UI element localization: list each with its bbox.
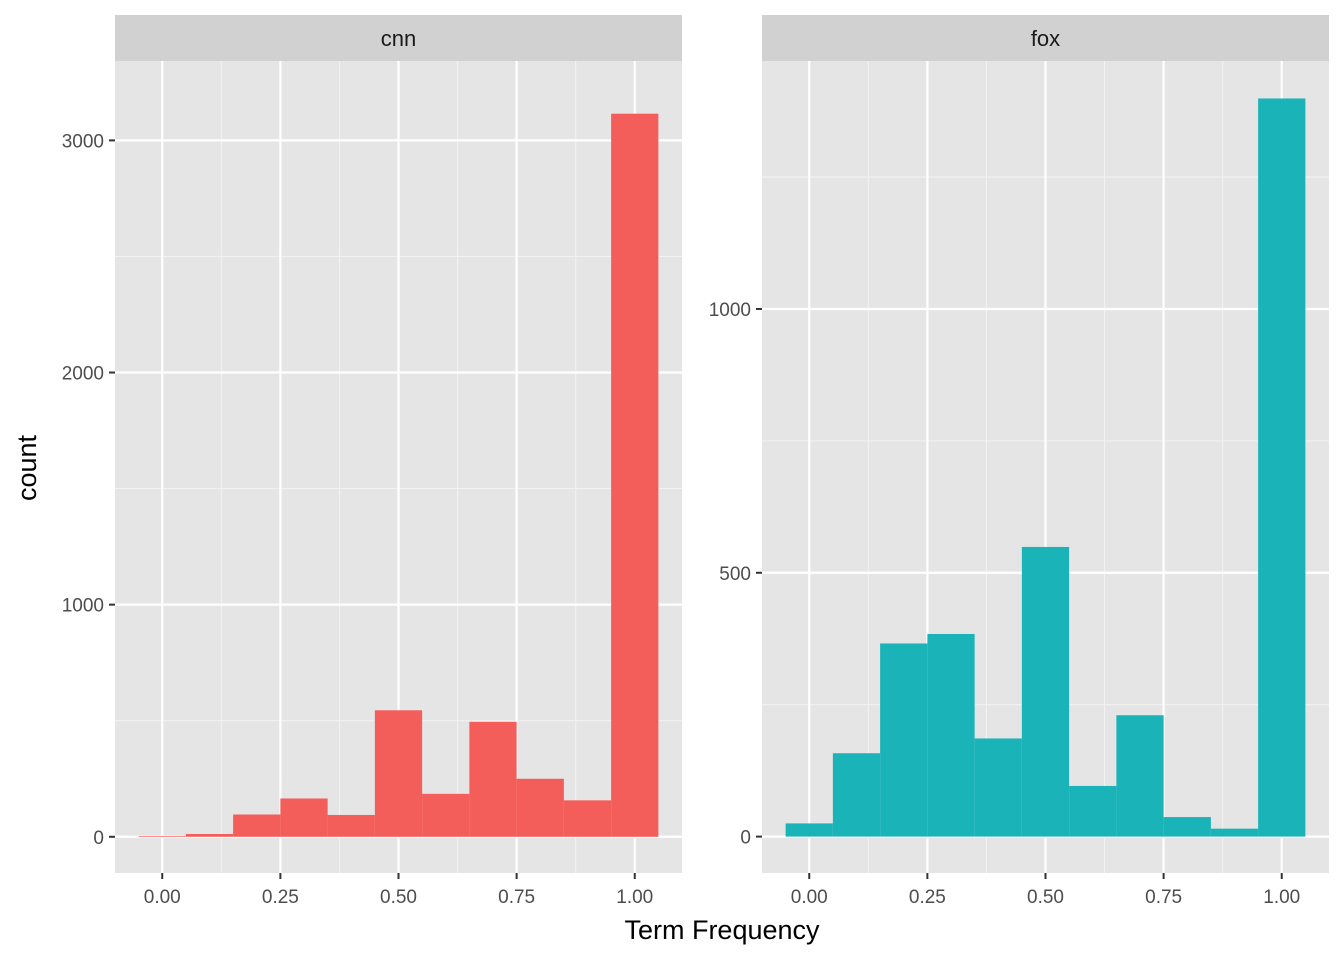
y-tick-label: 500 bbox=[719, 564, 751, 585]
histogram-bar bbox=[374, 710, 423, 837]
histogram-bar bbox=[832, 753, 881, 837]
x-tick-label: 0.50 bbox=[380, 887, 417, 908]
x-tick-label: 1.00 bbox=[616, 887, 653, 908]
histogram-bar bbox=[611, 113, 659, 837]
histogram-bar bbox=[1021, 546, 1070, 837]
y-tick-label: 3000 bbox=[62, 131, 104, 152]
histogram-bar bbox=[974, 738, 1022, 837]
histogram-bar bbox=[422, 793, 470, 837]
histogram-bar bbox=[280, 798, 328, 837]
facet-strip bbox=[115, 15, 682, 61]
panel-fox: fox 0.00 0.25 0.50 0.75 1.00 0 500 1000 bbox=[709, 15, 1329, 908]
histogram-bar bbox=[1069, 785, 1117, 837]
histogram-bar bbox=[1258, 98, 1306, 837]
x-tick-label: 0.75 bbox=[498, 887, 535, 908]
x-tick-label: 0.00 bbox=[144, 887, 181, 908]
facet-strip-label: cnn bbox=[381, 26, 416, 51]
y-tick-label: 0 bbox=[740, 828, 751, 849]
y-tick-label: 0 bbox=[93, 828, 104, 849]
panel-cnn: cnn 0.00 0.25 0.50 0.75 1.00 0 1000 2000 3000 bbox=[62, 15, 682, 908]
histogram-bar bbox=[1163, 817, 1211, 837]
x-tick-label: 1.00 bbox=[1263, 887, 1300, 908]
y-tick-label: 1000 bbox=[62, 596, 104, 617]
histogram-bar bbox=[880, 643, 928, 837]
histogram-bar bbox=[563, 800, 612, 837]
histogram-bar bbox=[327, 814, 375, 837]
y-tick-label: 1000 bbox=[709, 300, 751, 321]
histogram-bar bbox=[1210, 828, 1259, 837]
x-tick-label: 0.00 bbox=[791, 887, 828, 908]
x-tick-label: 0.25 bbox=[262, 887, 299, 908]
facet-strip-label: fox bbox=[1031, 26, 1060, 51]
histogram-bar bbox=[1116, 715, 1164, 837]
facet-strip bbox=[762, 15, 1329, 61]
x-tick-label: 0.50 bbox=[1027, 887, 1064, 908]
histogram-bar bbox=[927, 633, 975, 837]
histogram-bar bbox=[785, 823, 833, 837]
x-axis-title: Term Frequency bbox=[624, 915, 820, 945]
histogram-bar bbox=[185, 834, 234, 837]
x-tick-label: 0.75 bbox=[1145, 887, 1182, 908]
histogram-bar bbox=[469, 721, 517, 837]
histogram-bar bbox=[138, 836, 186, 837]
histogram-bar bbox=[233, 814, 281, 837]
x-tick-label: 0.25 bbox=[909, 887, 946, 908]
y-tick-label: 2000 bbox=[62, 364, 104, 385]
y-axis-title: count bbox=[12, 434, 42, 501]
histogram-bar bbox=[516, 778, 564, 837]
